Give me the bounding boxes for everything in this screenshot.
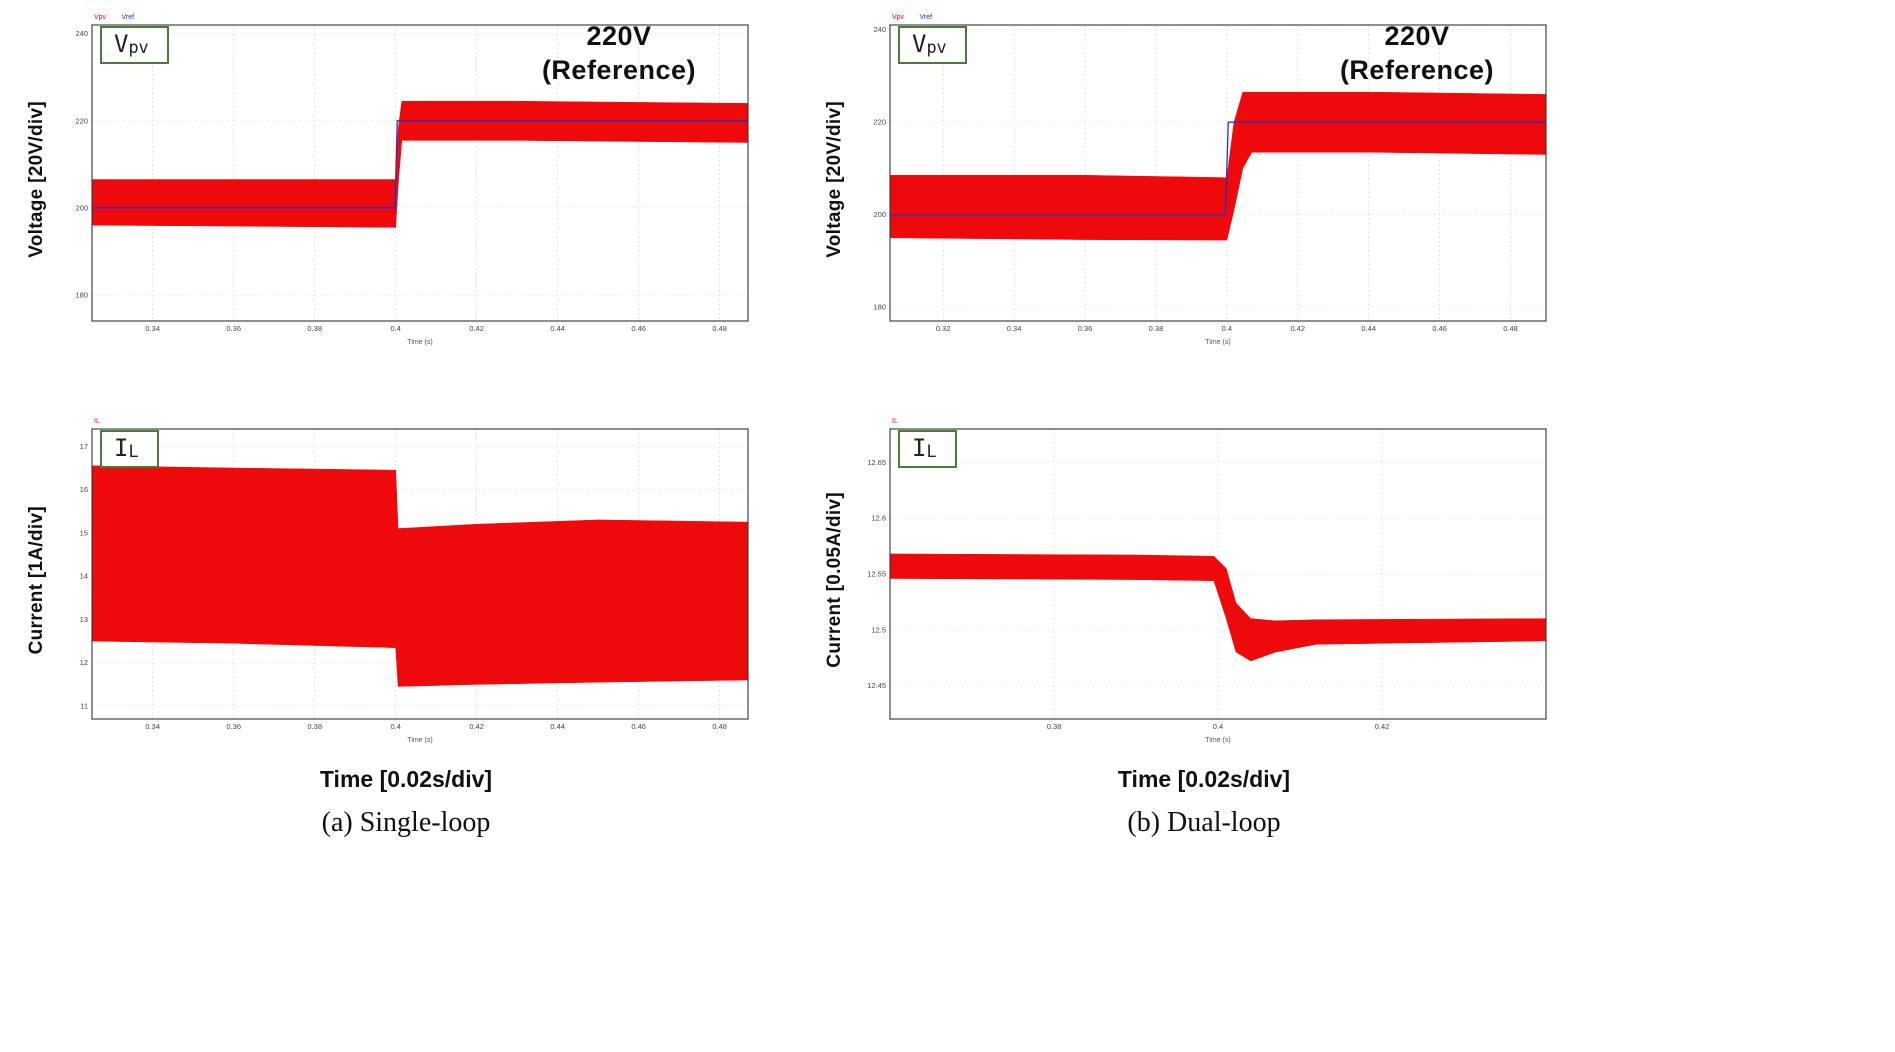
svg-text:16: 16 bbox=[80, 485, 88, 494]
signal-label-box: IL bbox=[100, 430, 159, 468]
time-axis-label: Time [0.02s/div] bbox=[1117, 766, 1291, 792]
svg-text:0.38: 0.38 bbox=[307, 324, 322, 333]
svg-text:0.36: 0.36 bbox=[226, 722, 241, 731]
signal-label-box: Vpv bbox=[100, 26, 169, 64]
svg-text:12.5: 12.5 bbox=[871, 625, 886, 634]
svg-text:Time (s): Time (s) bbox=[407, 737, 432, 744]
signal-sub: L bbox=[926, 441, 937, 461]
svg-text:0.4: 0.4 bbox=[390, 324, 400, 333]
svg-text:0.36: 0.36 bbox=[1078, 324, 1093, 333]
svg-text:180: 180 bbox=[873, 303, 886, 312]
svg-text:IL: IL bbox=[94, 418, 100, 425]
svg-text:12.55: 12.55 bbox=[867, 570, 886, 579]
svg-text:0.48: 0.48 bbox=[712, 722, 727, 731]
signal-main: V bbox=[912, 30, 927, 58]
svg-text:0.42: 0.42 bbox=[1290, 324, 1305, 333]
svg-text:240: 240 bbox=[873, 25, 886, 34]
svg-text:Vpv: Vpv bbox=[94, 14, 107, 21]
signal-sub: pv bbox=[926, 37, 947, 57]
svg-text:Time (s): Time (s) bbox=[1205, 737, 1230, 744]
single-loop-column: Voltage [20V/div] 180 200 220 240 0.34 0.36 0.… bbox=[18, 10, 756, 1052]
svg-text:Vpv: Vpv bbox=[892, 14, 905, 21]
signal-main: V bbox=[114, 30, 129, 58]
current-axis-label: Current [1A/div] bbox=[26, 505, 47, 655]
signal-label-box: Vpv bbox=[898, 26, 967, 64]
vpv-panel-single-loop: Voltage [20V/div] 180 200 220 240 0.34 0.36 0.… bbox=[18, 10, 756, 348]
svg-text:0.38: 0.38 bbox=[307, 722, 322, 731]
svg-text:0.4: 0.4 bbox=[1213, 722, 1223, 731]
svg-text:0.46: 0.46 bbox=[631, 722, 646, 731]
time-axis-label: Time [0.02s/div] bbox=[319, 766, 493, 792]
current-chart-single-loop: 11 12 13 14 15 16 17 0.34 0.36 0.38 0.4 0.42 0.44 0.4… bbox=[56, 414, 756, 746]
svg-text:12.65: 12.65 bbox=[867, 458, 886, 467]
svg-text:0.48: 0.48 bbox=[712, 324, 727, 333]
svg-text:Time (s): Time (s) bbox=[1205, 339, 1230, 346]
svg-text:17: 17 bbox=[80, 442, 88, 451]
svg-text:12: 12 bbox=[80, 658, 88, 667]
reference-annotation: 220V (Reference) bbox=[541, 21, 696, 85]
svg-text:0.44: 0.44 bbox=[550, 722, 565, 731]
svg-text:11: 11 bbox=[80, 702, 88, 711]
svg-text:0.4: 0.4 bbox=[1222, 324, 1232, 333]
svg-text:0.32: 0.32 bbox=[936, 324, 951, 333]
svg-text:0.34: 0.34 bbox=[1007, 324, 1022, 333]
svg-text:0.38: 0.38 bbox=[1149, 324, 1164, 333]
signal-sub: pv bbox=[128, 37, 149, 57]
signal-main: I bbox=[114, 434, 129, 462]
svg-text:13: 13 bbox=[80, 615, 88, 624]
svg-text:14: 14 bbox=[80, 572, 88, 581]
svg-text:0.42: 0.42 bbox=[469, 722, 484, 731]
svg-text:12.45: 12.45 bbox=[867, 681, 886, 690]
svg-text:12.6: 12.6 bbox=[871, 514, 886, 523]
svg-text:0.48: 0.48 bbox=[1503, 324, 1518, 333]
voltage-chart-single-loop: 180 200 220 240 0.34 0.36 0.38 0.4 0.42 0.44 0.46 0… bbox=[56, 10, 756, 348]
svg-text:240: 240 bbox=[75, 29, 88, 38]
svg-text:0.34: 0.34 bbox=[145, 722, 160, 731]
svg-text:0.38: 0.38 bbox=[1047, 722, 1062, 731]
il-panel-dual-loop: Current [0.05A/div] 12.45 12.5 12.55 12.6 12… bbox=[816, 414, 1554, 746]
svg-text:0.46: 0.46 bbox=[631, 324, 646, 333]
svg-text:0.34: 0.34 bbox=[145, 324, 160, 333]
signal-sub: L bbox=[128, 441, 139, 461]
current-chart-dual-loop: 12.45 12.5 12.55 12.6 12.65 0.38 0.4 0.42 IL Time… bbox=[854, 414, 1554, 746]
voltage-axis-label: Voltage [20V/div] bbox=[824, 100, 845, 258]
svg-text:0.36: 0.36 bbox=[226, 324, 241, 333]
svg-text:0.42: 0.42 bbox=[469, 324, 484, 333]
voltage-axis-label: Voltage [20V/div] bbox=[26, 100, 47, 258]
svg-text:220: 220 bbox=[873, 118, 886, 127]
svg-text:0.4: 0.4 bbox=[390, 722, 400, 731]
svg-text:15: 15 bbox=[80, 528, 88, 537]
il-panel-single-loop: Current [1A/div] 11 12 13 14 15 16 17 0.34 0.36 0… bbox=[18, 414, 756, 746]
svg-text:Time (s): Time (s) bbox=[407, 339, 432, 346]
svg-text:IL: IL bbox=[892, 418, 898, 425]
current-axis-label: Current [0.05A/div] bbox=[824, 492, 845, 668]
svg-text:200: 200 bbox=[873, 210, 886, 219]
svg-text:0.44: 0.44 bbox=[1361, 324, 1376, 333]
subfigure-caption-a: (a) Single-loop bbox=[321, 807, 491, 838]
signal-main: I bbox=[912, 434, 927, 462]
svg-text:180: 180 bbox=[75, 290, 88, 299]
svg-text:Vref: Vref bbox=[122, 14, 135, 21]
svg-text:0.44: 0.44 bbox=[550, 324, 565, 333]
svg-text:Vref: Vref bbox=[920, 14, 933, 21]
voltage-chart-dual-loop: 180 200 220 240 0.32 0.34 0.36 0.38 0.4 0.42 0.44 0… bbox=[854, 10, 1554, 348]
reference-annotation: 220V (Reference) bbox=[1339, 21, 1494, 85]
svg-text:0.42: 0.42 bbox=[1375, 722, 1390, 731]
subfigure-caption-b: (b) Dual-loop bbox=[1127, 807, 1281, 838]
dual-loop-column: Voltage [20V/div] 180 200 220 240 0.32 0.34 0.… bbox=[816, 10, 1554, 1052]
signal-label-box: IL bbox=[898, 430, 957, 468]
vpv-panel-dual-loop: Voltage [20V/div] 180 200 220 240 0.32 0.34 0.… bbox=[816, 10, 1554, 348]
svg-text:220: 220 bbox=[75, 116, 88, 125]
svg-text:200: 200 bbox=[75, 203, 88, 212]
svg-text:0.46: 0.46 bbox=[1432, 324, 1447, 333]
